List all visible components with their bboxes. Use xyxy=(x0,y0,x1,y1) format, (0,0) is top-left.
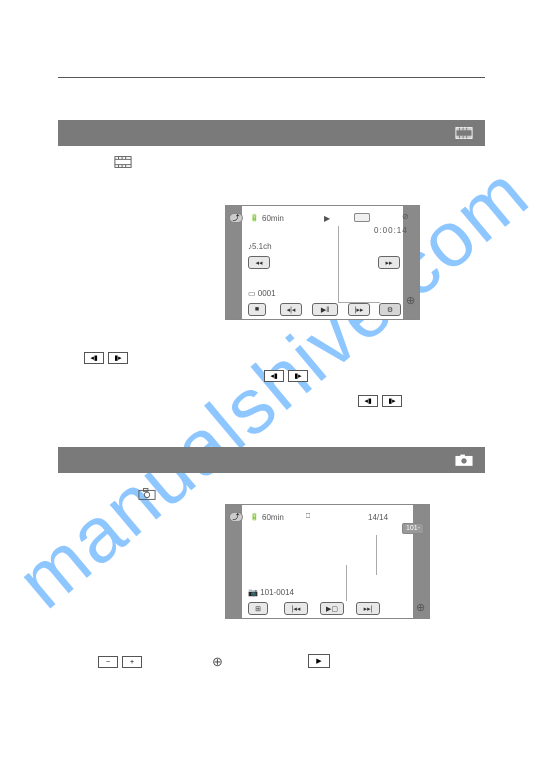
photo-lcd-frame: ⤴ 🔋 60min ⎕ 14/14 101- 📷 101-0014 ⊞ |◂◂ … xyxy=(225,504,430,619)
film-icon-small xyxy=(114,155,132,174)
film-icon xyxy=(455,126,473,140)
photo-section-bar xyxy=(58,447,485,473)
battery-icon: 🔋 xyxy=(250,214,259,222)
index-button[interactable]: ⊞ xyxy=(248,602,268,615)
frame-prev-icon: ◂▮ xyxy=(84,352,104,364)
camera-icon-small xyxy=(138,487,156,506)
camera-icon xyxy=(455,453,473,467)
audio-label: ♪5.1ch xyxy=(248,242,272,251)
zoom-pair-icons: − + xyxy=(98,656,142,668)
counter-label: ▭ 0001 xyxy=(248,289,276,298)
plus-icon: + xyxy=(122,656,142,668)
battery-label: 60min xyxy=(262,513,284,522)
movie-section-bar xyxy=(58,120,485,146)
guide-line xyxy=(338,302,380,303)
frame-nav-icons: ◂▮ ▮▸ xyxy=(84,352,128,364)
guide-line xyxy=(338,226,339,302)
next-button[interactable]: ▸▸ xyxy=(378,256,400,269)
frame-next-icon: ▮▸ xyxy=(382,395,402,407)
frame-prev-icon: ◂▮ xyxy=(358,395,378,407)
top-divider xyxy=(58,77,485,78)
movie-lcd-frame: ⤴ 🔋 60min ▶ ⊘ 0:00:14 ♪5.1ch ◂◂ ▸▸ ▭ 000… xyxy=(225,205,420,320)
folder-badge: 101- xyxy=(402,523,424,534)
guide-line xyxy=(346,565,347,601)
photo-next-button[interactable]: ▸▸| xyxy=(356,602,380,615)
slideshow-button[interactable]: ▶▢ xyxy=(320,602,344,615)
memory-icon: ⎕ xyxy=(306,513,310,521)
hq-icon xyxy=(354,213,370,222)
play-box-icon: ▶ xyxy=(308,654,330,668)
frame-nav-icons-3: ◂▮ ▮▸ xyxy=(358,395,402,407)
battery-label: 60min xyxy=(262,214,284,223)
photo-prev-button[interactable]: |◂◂ xyxy=(284,602,308,615)
timecode-label: 0:00:14 xyxy=(374,226,408,235)
slow-rev-button[interactable]: ◂|◂ xyxy=(280,303,302,316)
frame-nav-icons-2: ◂▮ ▮▸ xyxy=(264,370,308,382)
stop-button[interactable]: ■ xyxy=(248,303,266,316)
count-label: 14/14 xyxy=(368,513,388,522)
play-indicator-icon: ▶ xyxy=(324,214,330,223)
play-pause-button[interactable]: ▶‖ xyxy=(312,303,338,316)
zoom-plus-icon: ⊕ xyxy=(212,654,223,670)
file-label: 📷 101-0014 xyxy=(248,588,294,597)
options-button[interactable]: ⚙ xyxy=(379,303,401,316)
zoom-icon[interactable]: ⊕ xyxy=(406,294,415,307)
zoom-icon[interactable]: ⊕ xyxy=(416,601,425,614)
return-icon[interactable]: ⤴ xyxy=(229,213,243,223)
disc-icon: ⊘ xyxy=(402,212,409,221)
frame-next-icon: ▮▸ xyxy=(108,352,128,364)
minus-icon: − xyxy=(98,656,118,668)
frame-prev-icon: ◂▮ xyxy=(264,370,284,382)
prev-button[interactable]: ◂◂ xyxy=(248,256,270,269)
battery-icon: 🔋 xyxy=(250,513,259,521)
frame-next-icon: ▮▸ xyxy=(288,370,308,382)
guide-line xyxy=(376,535,377,575)
slow-fwd-button[interactable]: |▸▸ xyxy=(348,303,370,316)
return-icon[interactable]: ⤴ xyxy=(229,512,243,522)
